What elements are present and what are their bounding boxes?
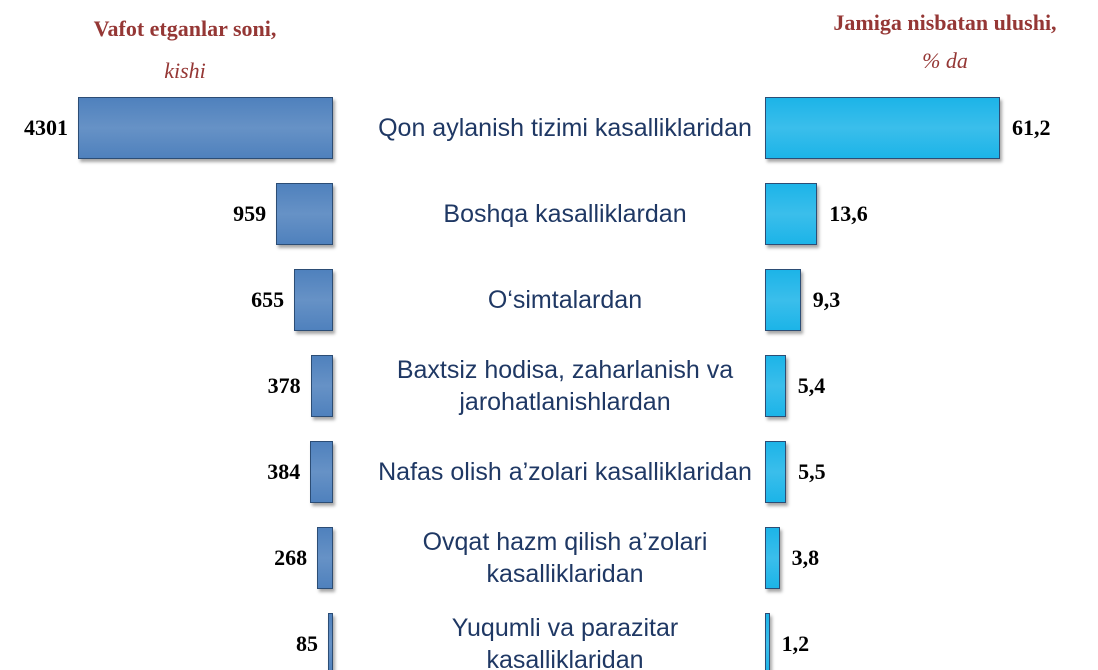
category-label: Ovqat hazm qilish a’zolari kasalliklarid… xyxy=(422,528,708,588)
value-label: 61,2 xyxy=(1012,115,1051,140)
value-label: 5,4 xyxy=(797,373,826,398)
category-label: Nafas olish a’zolari kasalliklaridan xyxy=(378,458,752,486)
bar xyxy=(765,97,1000,159)
bar xyxy=(765,269,801,331)
bar xyxy=(317,527,333,589)
category-label: Baxtsiz hodisa, zaharlanish va jarohatla… xyxy=(396,356,734,416)
value-label: 3,8 xyxy=(791,545,820,570)
category-label: Qon aylanish tizimi kasalliklaridan xyxy=(378,114,752,142)
category-label: Boshqa kasalliklardan xyxy=(443,200,687,228)
bar xyxy=(765,183,818,245)
value-label: 384 xyxy=(267,459,301,484)
series-unit: % da xyxy=(922,48,968,73)
bar xyxy=(765,355,786,417)
bar xyxy=(310,355,333,417)
bar xyxy=(294,269,333,331)
value-label: 959 xyxy=(233,201,267,226)
value-label: 1,2 xyxy=(781,631,810,656)
bar xyxy=(310,441,333,503)
bar xyxy=(276,183,333,245)
bar xyxy=(765,527,780,589)
series-title: Jamiga nisbatan ulushi, xyxy=(833,10,1057,35)
bar xyxy=(78,97,333,159)
value-label: 13,6 xyxy=(829,201,868,226)
value-label: 268 xyxy=(274,545,308,570)
bar xyxy=(327,613,333,670)
category-label: O‘simtalardan xyxy=(487,286,643,314)
value-label: 378 xyxy=(267,373,301,398)
category-label: Yuqumli va parazitar kasalliklaridan xyxy=(451,614,679,670)
value-label: 655 xyxy=(251,287,285,312)
bar xyxy=(765,441,787,503)
value-label: 85 xyxy=(295,631,318,656)
value-label: 4301 xyxy=(24,115,68,140)
value-label: 9,3 xyxy=(812,287,841,312)
series-unit: kishi xyxy=(164,58,206,83)
value-label: 5,5 xyxy=(798,459,826,484)
bar xyxy=(765,613,770,670)
series-title: Vafot etganlar soni, xyxy=(93,16,277,41)
